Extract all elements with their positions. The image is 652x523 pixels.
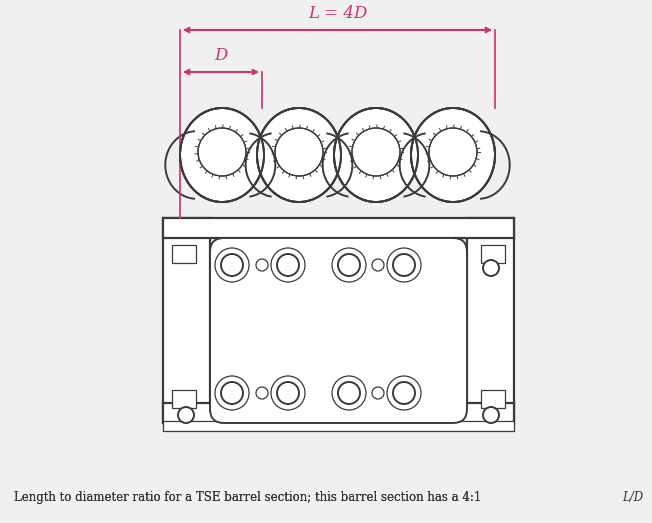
Ellipse shape bbox=[334, 108, 418, 202]
Circle shape bbox=[483, 260, 499, 276]
Circle shape bbox=[277, 254, 299, 276]
Circle shape bbox=[332, 248, 366, 282]
Ellipse shape bbox=[257, 108, 341, 202]
Ellipse shape bbox=[411, 108, 495, 202]
Bar bbox=[163, 421, 514, 431]
Circle shape bbox=[221, 254, 243, 276]
Circle shape bbox=[256, 259, 268, 271]
Text: Length to diameter ratio for a TSE barrel section; this barrel section has a 4:1: Length to diameter ratio for a TSE barre… bbox=[14, 492, 485, 505]
Circle shape bbox=[271, 248, 305, 282]
Ellipse shape bbox=[180, 108, 264, 202]
Bar bbox=[467, 218, 514, 423]
Bar bbox=[172, 245, 196, 263]
Circle shape bbox=[393, 382, 415, 404]
Circle shape bbox=[483, 407, 499, 423]
Text: L = 4D: L = 4D bbox=[308, 5, 367, 22]
Circle shape bbox=[387, 248, 421, 282]
Bar bbox=[163, 218, 514, 238]
Circle shape bbox=[221, 382, 243, 404]
Bar bbox=[481, 390, 505, 408]
Text: L/D: L/D bbox=[622, 492, 643, 505]
Circle shape bbox=[215, 248, 249, 282]
Circle shape bbox=[372, 259, 384, 271]
Circle shape bbox=[393, 254, 415, 276]
Circle shape bbox=[215, 376, 249, 410]
Bar bbox=[163, 218, 210, 423]
Circle shape bbox=[275, 128, 323, 176]
Bar bbox=[163, 403, 514, 423]
Circle shape bbox=[256, 387, 268, 399]
Circle shape bbox=[338, 254, 360, 276]
Circle shape bbox=[277, 382, 299, 404]
Circle shape bbox=[387, 376, 421, 410]
Circle shape bbox=[198, 128, 246, 176]
FancyBboxPatch shape bbox=[210, 238, 467, 423]
Circle shape bbox=[178, 407, 194, 423]
Bar bbox=[172, 390, 196, 408]
Circle shape bbox=[372, 387, 384, 399]
Circle shape bbox=[338, 382, 360, 404]
Circle shape bbox=[352, 128, 400, 176]
Circle shape bbox=[332, 376, 366, 410]
Text: Length to diameter ratio for a TSE barrel section; this barrel section has a 4:1: Length to diameter ratio for a TSE barre… bbox=[14, 492, 485, 505]
Circle shape bbox=[429, 128, 477, 176]
Text: D: D bbox=[215, 47, 228, 64]
Bar bbox=[481, 245, 505, 263]
Circle shape bbox=[271, 376, 305, 410]
